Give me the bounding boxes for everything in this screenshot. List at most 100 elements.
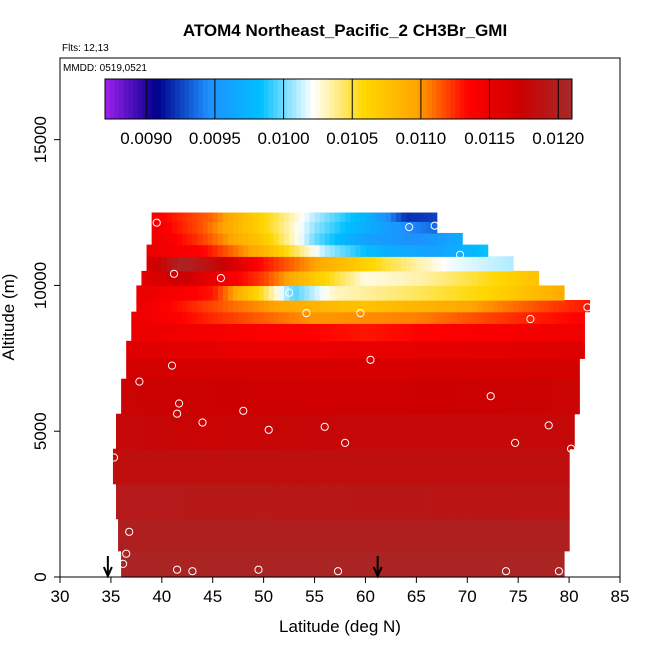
flights-note: Flts: 12,13 [62,43,109,54]
heatmap-cell [121,483,127,520]
heatmap-cell [484,448,491,485]
heatmap-cell [123,518,129,552]
heatmap-cell [177,232,183,246]
heatmap-cell [284,483,290,520]
heatmap-cell [452,378,458,415]
heatmap-cell [238,270,244,287]
heatmap-cell [253,232,260,246]
heatmap-cell [355,285,361,301]
heatmap-cell [340,358,346,380]
observation-point [125,527,134,536]
heatmap-cell [151,323,158,342]
heatmap-cell [273,483,280,520]
heatmap-cell [497,378,504,415]
heatmap-cell [355,300,361,313]
heatmap-cell [340,212,346,222]
heatmap-cell [156,221,163,234]
heatmap-cell [156,256,163,272]
heatmap-cell [309,323,316,342]
heatmap-cell [248,212,255,222]
heatmap-cell [228,378,234,415]
heatmap-cell [396,232,402,246]
arrow-head [372,566,383,579]
heatmap-cell [538,550,545,578]
observation-point [167,361,177,370]
heatmap-cell [492,270,499,287]
heatmap-cell [299,285,305,301]
heatmap-cell [431,550,438,578]
heatmap-cell [411,311,417,324]
colorbar-segment [408,79,414,119]
heatmap-cell [340,300,346,313]
heatmap-cell [406,311,412,324]
heatmap-cell [309,413,316,450]
heatmap-cell [324,550,331,578]
heatmap-cell [426,221,433,234]
heatmap-cell [421,358,428,380]
heatmap-cell [268,270,275,287]
heatmap-cell [253,378,260,415]
heatmap-cell [462,285,468,301]
heatmap-cell [538,311,545,324]
heatmap-cell [197,378,204,415]
observation-point [341,438,350,447]
heatmap-cell [284,300,290,313]
heatmap-cell [528,483,535,520]
heatmap-cell [207,358,214,380]
heatmap-cell [472,270,479,287]
heatmap-cell [321,518,328,552]
heatmap-cell [286,448,292,485]
heatmap-cell [543,483,550,520]
heatmap-cell [278,212,285,222]
colorbar-segment [165,79,171,119]
heatmap-cell [245,518,251,552]
heatmap-cell [289,340,295,359]
heatmap-cell [324,483,331,520]
heatmap-cell [380,221,387,234]
heatmap-cell [326,448,333,485]
heatmap-cell [161,256,168,272]
heatmap-cell [355,232,361,246]
heatmap-cell [314,212,321,222]
heatmap-cell [273,285,280,301]
heatmap-cell [487,340,494,359]
heatmap-cell [192,232,199,246]
heatmap-cell [202,550,209,578]
heatmap-cell [228,285,234,301]
heatmap-cell [548,300,555,313]
heatmap-cell [431,413,438,450]
heatmap-cell [126,358,132,380]
heatmap-cell [472,378,479,415]
heatmap-cell [258,311,265,324]
heatmap-cell [217,483,224,520]
heatmap-cell [268,285,275,301]
heatmap-cell [499,518,506,552]
heatmap-cell [166,378,173,415]
heatmap-cell [217,221,224,234]
heatmap-cell [401,323,407,342]
heatmap-cell [243,221,249,234]
heatmap-cell [324,378,331,415]
heatmap-cell [553,550,560,578]
heatmap-cell [329,340,336,359]
colorbar-segment [329,79,335,119]
heatmap-cell [238,483,244,520]
heatmap-cell [192,323,199,342]
heatmap-cell [508,550,514,578]
colorbar-segment [315,79,321,119]
heatmap-cell [396,221,402,234]
heatmap-cell [304,378,311,415]
heatmap-cell [273,323,280,342]
heatmap-cell [436,285,443,301]
heatmap-cell [319,358,326,380]
heatmap-cell [406,212,412,222]
heatmap-cell [212,550,219,578]
heatmap-cell [406,232,412,246]
heatmap-cell [448,448,455,485]
heatmap-cell [166,285,173,301]
x-tick-label: 45 [203,587,222,606]
heatmap-cell [192,550,199,578]
heatmap-cell [284,221,290,234]
heatmap-cell [564,378,570,415]
heatmap-cell [523,300,529,313]
